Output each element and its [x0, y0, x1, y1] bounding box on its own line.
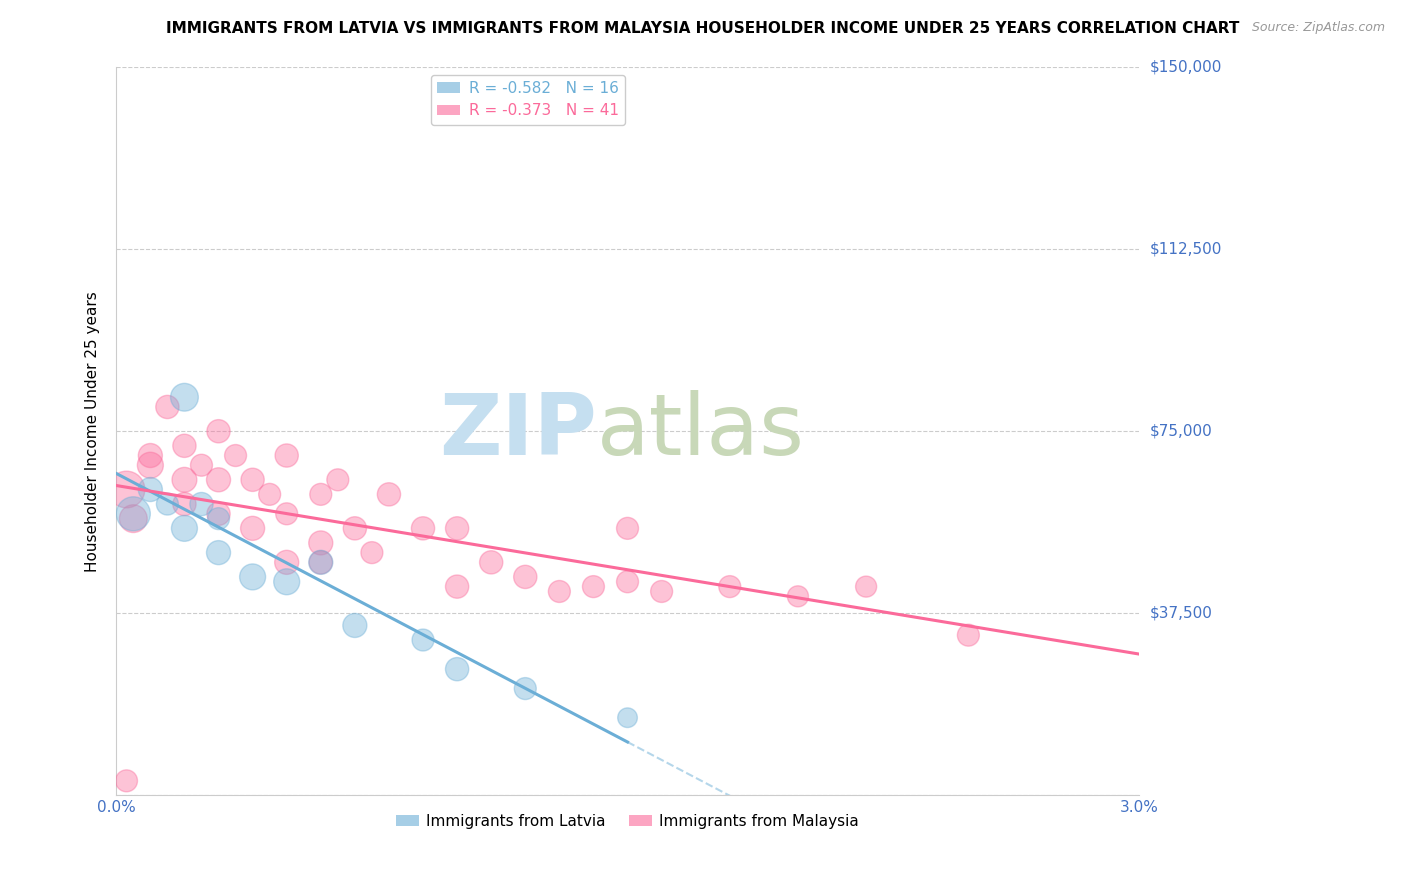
Point: [139, 449, 162, 463]
Point: [259, 487, 281, 501]
Point: [446, 521, 468, 535]
Point: [855, 580, 877, 594]
Text: Source: ZipAtlas.com: Source: ZipAtlas.com: [1251, 21, 1385, 34]
Point: [173, 439, 195, 453]
Point: [173, 473, 195, 487]
Point: [156, 400, 179, 414]
Point: [616, 574, 638, 589]
Point: [207, 546, 229, 560]
Point: [115, 483, 138, 497]
Point: [446, 580, 468, 594]
Text: $112,500: $112,500: [1150, 242, 1222, 257]
Point: [207, 511, 229, 525]
Point: [616, 521, 638, 535]
Y-axis label: Householder Income Under 25 years: Householder Income Under 25 years: [86, 291, 100, 572]
Point: [343, 618, 366, 632]
Text: atlas: atlas: [598, 390, 804, 473]
Legend: Immigrants from Latvia, Immigrants from Malaysia: Immigrants from Latvia, Immigrants from …: [389, 808, 865, 835]
Point: [276, 449, 298, 463]
Point: [718, 580, 741, 594]
Point: [156, 497, 179, 511]
Point: [242, 473, 264, 487]
Point: [548, 584, 571, 599]
Point: [190, 497, 212, 511]
Text: $150,000: $150,000: [1150, 60, 1222, 75]
Point: [173, 521, 195, 535]
Point: [787, 590, 810, 604]
Point: [276, 574, 298, 589]
Point: [651, 584, 673, 599]
Text: $37,500: $37,500: [1150, 606, 1213, 621]
Point: [378, 487, 401, 501]
Point: [139, 483, 162, 497]
Point: [276, 507, 298, 521]
Point: [582, 580, 605, 594]
Point: [139, 458, 162, 473]
Point: [115, 773, 138, 788]
Point: [122, 511, 145, 525]
Point: [122, 507, 145, 521]
Point: [242, 521, 264, 535]
Point: [479, 555, 502, 569]
Point: [207, 507, 229, 521]
Point: [446, 662, 468, 676]
Point: [173, 390, 195, 404]
Point: [309, 555, 332, 569]
Text: ZIP: ZIP: [439, 390, 598, 473]
Point: [361, 546, 384, 560]
Point: [173, 497, 195, 511]
Point: [276, 555, 298, 569]
Text: $75,000: $75,000: [1150, 424, 1212, 439]
Point: [207, 473, 229, 487]
Point: [326, 473, 349, 487]
Point: [343, 521, 366, 535]
Point: [412, 633, 434, 648]
Point: [515, 681, 537, 696]
Point: [957, 628, 980, 642]
Point: [412, 521, 434, 535]
Point: [207, 424, 229, 438]
Point: [309, 487, 332, 501]
Point: [616, 711, 638, 725]
Point: [242, 570, 264, 584]
Text: IMMIGRANTS FROM LATVIA VS IMMIGRANTS FROM MALAYSIA HOUSEHOLDER INCOME UNDER 25 Y: IMMIGRANTS FROM LATVIA VS IMMIGRANTS FRO…: [166, 21, 1240, 36]
Point: [309, 536, 332, 550]
Point: [225, 449, 247, 463]
Point: [190, 458, 212, 473]
Point: [515, 570, 537, 584]
Point: [309, 555, 332, 569]
